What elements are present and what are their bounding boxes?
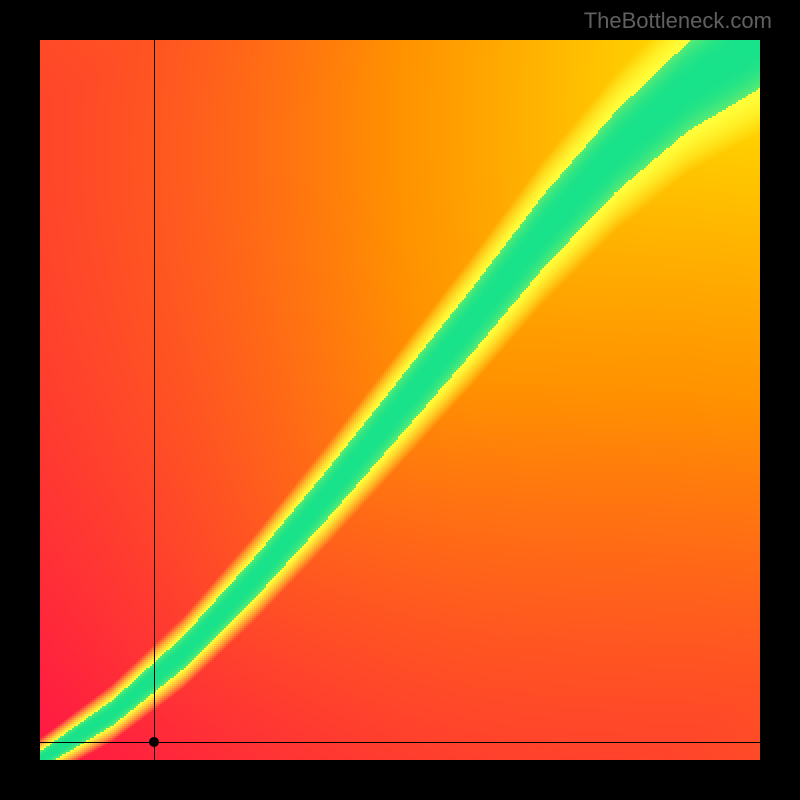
plot-area bbox=[40, 40, 760, 760]
watermark-text: TheBottleneck.com bbox=[584, 8, 772, 34]
crosshair-marker bbox=[149, 737, 159, 747]
heatmap-canvas bbox=[40, 40, 760, 760]
crosshair-vertical bbox=[154, 40, 155, 760]
